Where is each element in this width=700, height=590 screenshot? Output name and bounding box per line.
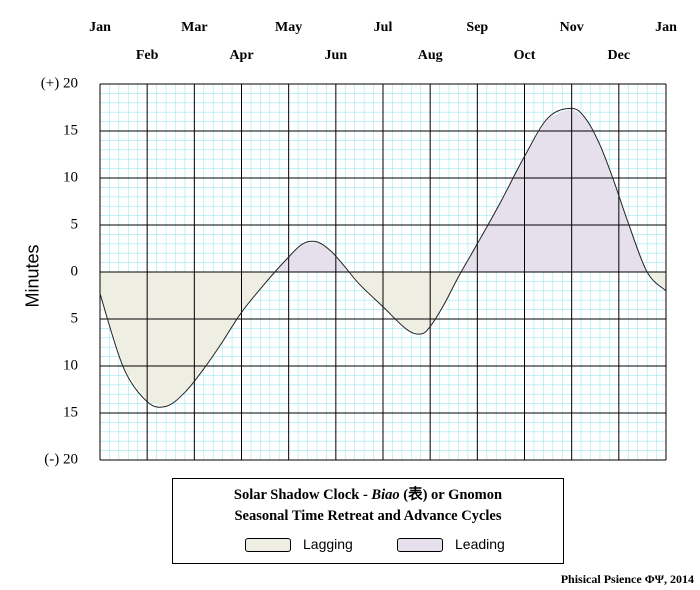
title-pre: Solar Shadow Clock - [233, 487, 372, 503]
legend-label-lagging: Lagging [303, 536, 353, 552]
month-label-top: Jul [373, 20, 393, 35]
credit-text: Phisical Psience ΦΨ, 2014 [560, 572, 694, 586]
y-tick-label: 0 [70, 263, 79, 280]
month-label-top: Jan [89, 20, 111, 35]
legend-swatch-leading [397, 538, 443, 552]
leading-area [275, 241, 350, 272]
month-label-bottom: Feb [135, 48, 159, 63]
chart-title: Solar Shadow Clock - Biao (表) or Gnomon … [173, 485, 563, 527]
title-post: (表) or Gnomon [399, 487, 503, 503]
month-label-bottom: Oct [513, 48, 536, 63]
month-label-top: Sep [466, 20, 489, 35]
chart-subtitle: Seasonal Time Retreat and Advance Cycles [234, 508, 502, 524]
y-tick-label: 15 [63, 404, 78, 421]
y-tick-label: 15 [63, 122, 78, 139]
month-label-top: Nov [559, 20, 584, 35]
y-tick-label: 5 [70, 310, 79, 327]
legend-swatch-lagging [245, 538, 291, 552]
y-tick-label: 5 [70, 216, 79, 233]
month-label-bottom: Dec [607, 48, 631, 63]
y-tick-label: (+) 20 [40, 75, 78, 92]
y-tick-label: 10 [63, 169, 78, 186]
legend-box: Solar Shadow Clock - Biao (表) or Gnomon … [172, 478, 564, 564]
month-label-top: Jan [655, 20, 677, 35]
month-label-bottom: Jun [324, 48, 348, 63]
month-label-bottom: Aug [417, 48, 443, 63]
leading-area [461, 108, 648, 273]
lagging-area [100, 272, 276, 407]
y-tick-label: 10 [63, 357, 78, 374]
series-line [99, 107, 667, 408]
legend-label-leading: Leading [455, 536, 505, 552]
title-italic: Biao [371, 487, 400, 503]
month-label-top: Mar [181, 20, 208, 35]
month-label-bottom: Apr [229, 48, 254, 63]
month-label-top: May [275, 20, 303, 35]
lagging-area [647, 272, 666, 291]
y-tick-label: (-) 20 [44, 451, 78, 468]
